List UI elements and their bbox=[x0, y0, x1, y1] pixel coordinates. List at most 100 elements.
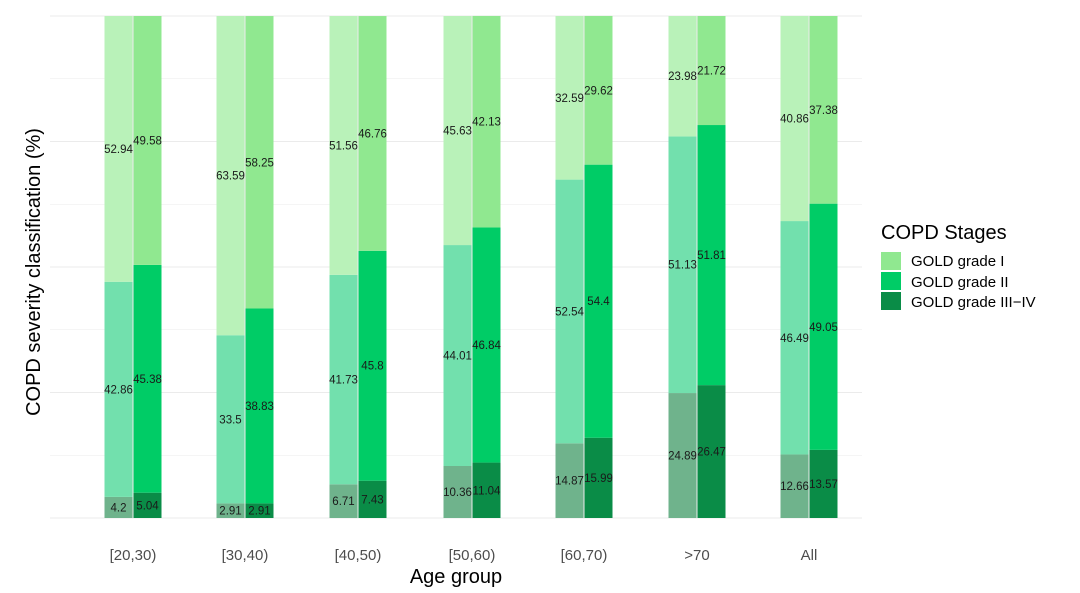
data-label-grade-iii-iv: 15.99 bbox=[584, 473, 613, 485]
legend-swatch-grade-i bbox=[881, 252, 901, 270]
data-label-grade-ii: 51.81 bbox=[697, 250, 726, 262]
data-label-grade-ii: 45.38 bbox=[133, 374, 162, 386]
bar-segment-grade-iii-iv bbox=[584, 437, 613, 518]
x-tick-label: [60,70) bbox=[561, 547, 608, 564]
data-label-grade-iii-iv: 12.66 bbox=[780, 481, 809, 493]
data-label-grade-ii: 51.13 bbox=[668, 260, 697, 272]
data-label-grade-i: 45.63 bbox=[443, 126, 472, 138]
data-label-grade-ii: 46.84 bbox=[472, 340, 501, 352]
bar-segment-grade-ii bbox=[133, 264, 162, 493]
bar-segment-grade-i bbox=[555, 16, 584, 180]
data-label-grade-ii: 38.83 bbox=[245, 401, 274, 413]
data-label-grade-ii: 45.8 bbox=[361, 361, 383, 373]
bar-segment-grade-iii-iv bbox=[555, 443, 584, 518]
bar-segment-grade-i bbox=[443, 16, 472, 246]
data-label-grade-i: 46.76 bbox=[358, 128, 387, 140]
bar-segment-grade-ii bbox=[104, 281, 133, 497]
bar-segment-grade-iii-iv bbox=[104, 496, 133, 518]
data-label-grade-i: 52.94 bbox=[104, 144, 133, 156]
x-axis-title: Age group bbox=[410, 566, 502, 588]
bar-segment-grade-ii bbox=[697, 125, 726, 386]
data-label-grade-iii-iv: 5.04 bbox=[136, 500, 159, 512]
bar-segment-grade-ii bbox=[216, 335, 245, 504]
data-label-grade-ii: 44.01 bbox=[443, 351, 472, 363]
data-label-grade-ii: 33.5 bbox=[219, 414, 241, 426]
bar-segment-grade-ii bbox=[245, 308, 274, 504]
data-label-grade-iii-iv: 11.04 bbox=[473, 485, 502, 497]
bar-segment-grade-iii-iv bbox=[809, 449, 838, 518]
bar-segment-grade-iii-iv bbox=[668, 393, 697, 518]
data-label-grade-i: 32.59 bbox=[555, 93, 584, 105]
data-label-grade-iii-iv: 4.2 bbox=[111, 502, 127, 514]
bar-segment-grade-i bbox=[329, 16, 358, 275]
data-label-grade-ii: 46.49 bbox=[780, 333, 809, 345]
x-tick-labels: [20,30) [30,40) [40,50) [50,60) [60,70) >70 Al… bbox=[110, 547, 818, 564]
bar-segment-grade-i bbox=[358, 16, 387, 251]
data-label-grade-i: 37.38 bbox=[809, 105, 838, 117]
bar-segment-grade-iii-iv bbox=[329, 484, 358, 518]
bar-segment-grade-iii-iv bbox=[216, 503, 245, 518]
bar-segment-grade-ii bbox=[472, 227, 501, 463]
data-label-grade-iii-iv: 10.36 bbox=[443, 487, 472, 499]
data-label-grade-i: 51.56 bbox=[329, 140, 358, 152]
bar-segment-grade-ii bbox=[329, 274, 358, 485]
data-label-grade-i: 29.62 bbox=[584, 85, 613, 97]
data-label-grade-iii-iv: 26.47 bbox=[697, 447, 726, 459]
data-label-grade-iii-iv: 13.57 bbox=[809, 479, 838, 491]
bar-segment-grade-ii bbox=[555, 179, 584, 444]
bar-segment-grade-i bbox=[133, 16, 162, 265]
x-tick-label: [20,30) bbox=[110, 547, 157, 564]
bar-segment-grade-i bbox=[472, 15, 501, 228]
bar-segment-grade-iii-iv bbox=[472, 462, 501, 518]
bar-segment-grade-i bbox=[216, 16, 245, 336]
bar-segment-grade-i bbox=[780, 15, 809, 222]
bar-segment-grade-ii bbox=[443, 245, 472, 466]
bar-segment-grade-ii bbox=[780, 221, 809, 455]
data-label-grade-iii-iv: 24.89 bbox=[668, 451, 697, 463]
data-label-grade-iii-iv: 2.91 bbox=[248, 506, 270, 518]
data-label-grade-iii-iv: 14.87 bbox=[555, 476, 584, 488]
bar-segment-grade-i bbox=[809, 16, 838, 204]
bars-layer bbox=[104, 15, 838, 518]
data-label-grade-iii-iv: 7.43 bbox=[361, 494, 383, 506]
bar-segment-grade-i bbox=[245, 16, 274, 309]
bar-segment-grade-ii bbox=[584, 164, 613, 438]
legend-title: COPD Stages bbox=[881, 222, 1007, 244]
data-label-grade-i: 49.58 bbox=[133, 135, 162, 147]
bar-segment-grade-ii bbox=[668, 136, 697, 394]
legend-label-grade-iii-iv: GOLD grade III−IV bbox=[911, 294, 1036, 311]
data-label-grade-ii: 49.05 bbox=[809, 322, 838, 334]
bar-segment-grade-iii-iv bbox=[780, 454, 809, 518]
bar-segment-grade-i bbox=[584, 15, 613, 165]
legend: COPD Stages GOLD grade I GOLD grade II G… bbox=[881, 222, 1036, 311]
bar-segment-grade-iii-iv bbox=[245, 503, 274, 518]
bar-segment-grade-i bbox=[668, 16, 697, 137]
data-label-grade-i: 42.13 bbox=[472, 117, 501, 129]
bar-segment-grade-ii bbox=[809, 203, 838, 450]
data-labels-layer: 4.2 42.86 52.94 5.04 45.38 49.58 2.91 33.5 63.59… bbox=[104, 66, 838, 518]
data-label-grade-iii-iv: 2.91 bbox=[219, 506, 241, 518]
bar-segment-grade-ii bbox=[358, 250, 387, 481]
bar-segment-grade-iii-iv bbox=[697, 385, 726, 518]
data-label-grade-ii: 41.73 bbox=[329, 375, 358, 387]
x-tick-label: [50,60) bbox=[449, 547, 496, 564]
data-label-grade-ii: 54.4 bbox=[587, 296, 610, 308]
data-label-grade-i: 58.25 bbox=[245, 157, 274, 169]
bar-segment-grade-i bbox=[697, 16, 726, 126]
data-label-grade-i: 21.72 bbox=[697, 66, 726, 78]
x-tick-label: >70 bbox=[684, 547, 709, 564]
legend-swatch-grade-iii-iv bbox=[881, 292, 901, 310]
y-axis-title: COPD severity classification (%) bbox=[23, 128, 45, 416]
data-label-grade-iii-iv: 6.71 bbox=[332, 496, 354, 508]
bar-segment-grade-iii-iv bbox=[443, 465, 472, 518]
data-label-grade-ii: 52.54 bbox=[555, 306, 584, 318]
bar-segment-grade-i bbox=[104, 16, 133, 282]
data-label-grade-ii: 42.86 bbox=[104, 384, 133, 396]
legend-label-grade-i: GOLD grade I bbox=[911, 253, 1004, 270]
bar-segment-grade-iii-iv bbox=[358, 480, 387, 518]
x-tick-label: [30,40) bbox=[222, 547, 269, 564]
bar-segment-grade-iii-iv bbox=[133, 492, 162, 518]
data-label-grade-i: 63.59 bbox=[216, 171, 245, 183]
x-tick-label: All bbox=[801, 547, 818, 564]
